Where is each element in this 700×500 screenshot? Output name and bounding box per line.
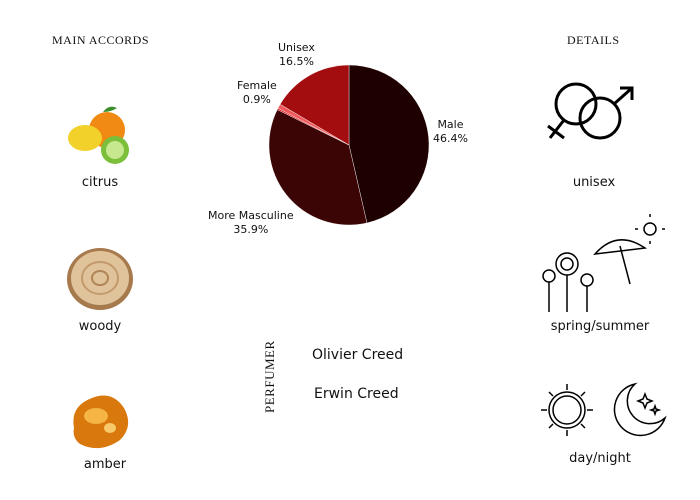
amber-resin-icon	[73, 395, 129, 449]
pie-slice-unisex	[279, 64, 350, 146]
citrus-fruit-icon	[68, 106, 129, 164]
detail-unisex: unisex	[572, 175, 616, 190]
pie-slice-more-masculine	[268, 109, 368, 226]
gender-symbols-icon	[547, 82, 634, 140]
perfumer-name: Olivier Creed	[312, 347, 404, 363]
details-title: Details	[567, 33, 620, 47]
detail-season: spring/summer	[550, 319, 650, 334]
pie-slice-male	[348, 64, 430, 224]
sun-moon-icon	[541, 382, 667, 437]
pie-label-unisex: Unisex 16.5%	[278, 41, 315, 68]
detail-time: day/night	[569, 451, 631, 466]
pie-label-more-masculine: More Masculine 35.9%	[208, 209, 294, 236]
pie-label-male: Male 46.4%	[433, 118, 468, 145]
accord-woody: woody	[78, 319, 122, 334]
pie-chart	[268, 64, 430, 226]
main-accords-title: Main Accords	[52, 33, 150, 47]
accord-citrus: citrus	[81, 175, 119, 190]
pie-label-female: Female 0.9%	[237, 79, 277, 106]
perfumer-title: Perfumer	[262, 340, 277, 413]
accord-amber: amber	[83, 457, 127, 472]
perfumer-name: Erwin Creed	[314, 386, 399, 402]
wood-slice-icon	[67, 248, 133, 310]
flowers-umbrella-sun-icon	[542, 214, 665, 312]
